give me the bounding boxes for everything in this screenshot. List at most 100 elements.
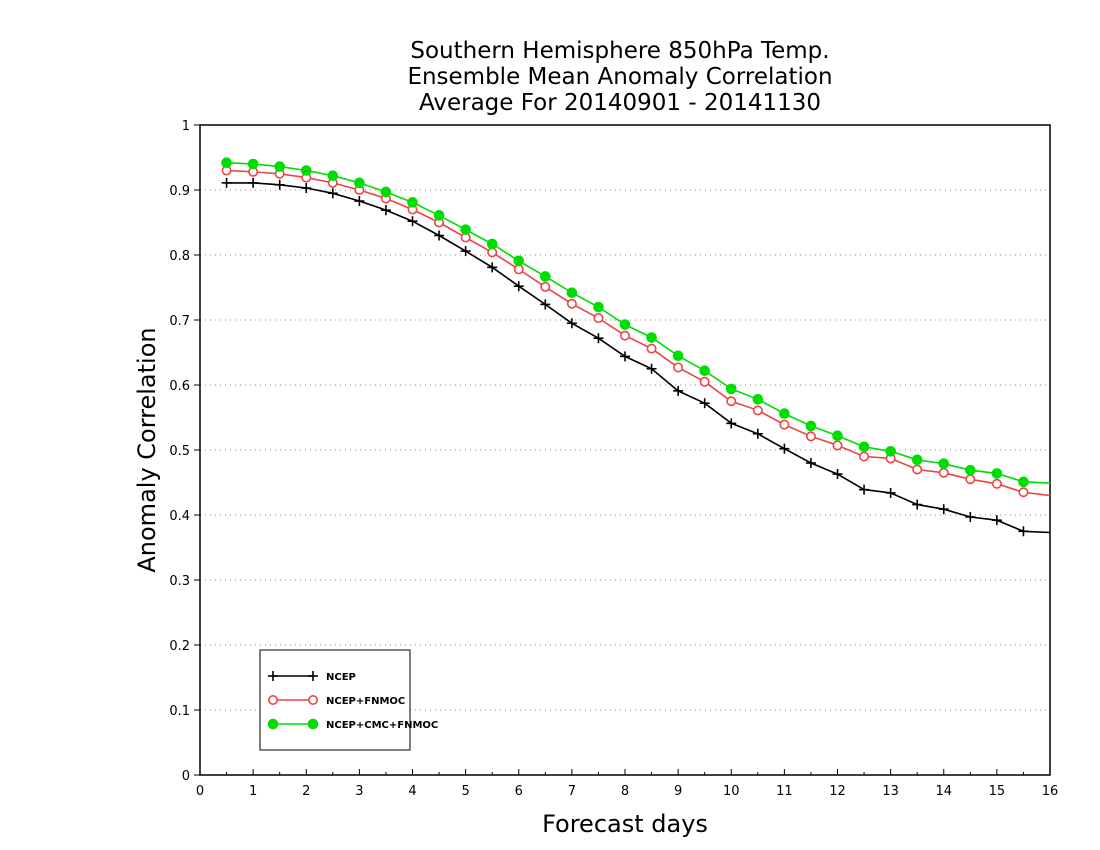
data-point — [858, 441, 870, 453]
x-axis-label: Forecast days — [542, 810, 708, 838]
data-point — [911, 454, 923, 466]
data-point — [859, 484, 870, 495]
legend-marker — [307, 694, 318, 705]
data-point — [620, 351, 630, 362]
data-point — [859, 451, 870, 462]
legend-item: NCEP+FNMOC — [267, 694, 405, 707]
data-point — [248, 177, 259, 188]
legend-item: NCEP+CMC+FNMOC — [267, 718, 438, 731]
series-line — [226, 161, 1051, 484]
legend-label: NCEP+CMC+FNMOC — [326, 720, 438, 731]
data-point — [327, 170, 339, 181]
legend-marker — [307, 718, 319, 730]
data-point — [805, 420, 817, 432]
data-point — [619, 330, 630, 341]
series-2 — [221, 165, 1051, 498]
data-point — [619, 319, 631, 330]
data-point — [274, 179, 285, 190]
data-point — [938, 467, 949, 478]
data-point — [593, 333, 604, 344]
y-tick-label: 0.2 — [169, 639, 190, 654]
y-tick-label: 0.9 — [169, 184, 190, 199]
data-point — [938, 504, 949, 515]
data-point — [752, 394, 764, 405]
data-point — [646, 363, 657, 374]
data-point — [912, 499, 923, 510]
data-point — [779, 419, 790, 430]
x-tick-label: 4 — [408, 784, 416, 799]
data-point — [327, 188, 338, 199]
data-point — [593, 301, 604, 313]
data-point — [805, 431, 816, 442]
x-tick-label: 0 — [196, 784, 204, 799]
data-point — [1018, 476, 1029, 488]
data-point — [725, 383, 737, 395]
data-point — [434, 230, 445, 241]
data-point — [965, 474, 976, 485]
data-point — [300, 165, 312, 176]
series-1 — [221, 177, 1051, 537]
chart-title-line: Ensemble Mean Anomaly Correlation — [407, 64, 832, 90]
data-point — [673, 385, 684, 396]
data-point — [247, 158, 259, 170]
x-tick-label: 1 — [249, 784, 257, 799]
data-point — [593, 313, 604, 324]
data-point — [1018, 487, 1029, 498]
y-tick-label: 0.7 — [169, 314, 190, 329]
series-layer — [221, 157, 1051, 537]
data-point — [672, 350, 684, 362]
x-tick-label: 12 — [829, 784, 846, 799]
x-tick-label: 7 — [568, 784, 576, 799]
data-point — [779, 443, 790, 454]
y-axis: 0 0.1 0.2 0.3 0.4 0.5 0.6 0.7 0.8 0.9 1 — [169, 119, 200, 784]
data-point — [566, 298, 577, 309]
data-point — [221, 157, 232, 168]
data-point — [832, 440, 843, 451]
chart-title-line: Average For 20140901 - 20141130 — [419, 90, 821, 116]
legend-marker — [267, 694, 278, 705]
data-point — [965, 511, 976, 522]
x-tick-label: 14 — [935, 784, 952, 799]
data-point — [407, 197, 418, 208]
data-point — [779, 408, 790, 419]
y-tick-label: 0.6 — [169, 379, 190, 394]
data-point — [991, 478, 1002, 489]
x-tick-label: 5 — [461, 784, 469, 799]
x-tick-label: 10 — [723, 784, 740, 799]
data-point — [885, 446, 896, 457]
series-line — [226, 182, 1051, 534]
x-tick-label: 13 — [882, 784, 899, 799]
y-tick-label: 0.1 — [169, 704, 190, 719]
data-point — [646, 332, 657, 343]
legend-marker — [268, 671, 278, 681]
legend-marker — [308, 671, 318, 681]
data-point — [513, 255, 525, 267]
x-tick-label: 3 — [355, 784, 363, 799]
x-tick-label: 11 — [776, 784, 793, 799]
data-point — [487, 247, 498, 258]
chart-title-line: Southern Hemisphere 850hPa Temp. — [410, 38, 829, 64]
x-tick-label: 9 — [674, 784, 682, 799]
series-3 — [221, 157, 1051, 488]
data-point — [513, 281, 524, 292]
data-point — [540, 271, 551, 282]
data-point — [274, 161, 285, 172]
data-point — [301, 183, 312, 194]
y-axis-label: Anomaly Correlation — [133, 327, 161, 572]
data-point — [380, 186, 392, 198]
data-point — [752, 405, 763, 416]
data-point — [699, 365, 710, 377]
y-tick-label: 0.3 — [169, 574, 190, 589]
legend-label: NCEP+FNMOC — [326, 696, 405, 707]
data-point — [673, 362, 684, 373]
data-point — [566, 287, 578, 299]
data-point — [885, 487, 896, 498]
y-tick-label: 0.4 — [169, 509, 190, 524]
data-point — [460, 224, 471, 235]
data-point — [540, 299, 551, 310]
data-point — [752, 428, 763, 439]
y-tick-label: 0 — [182, 769, 190, 784]
data-point — [487, 262, 498, 273]
data-point — [513, 264, 524, 275]
